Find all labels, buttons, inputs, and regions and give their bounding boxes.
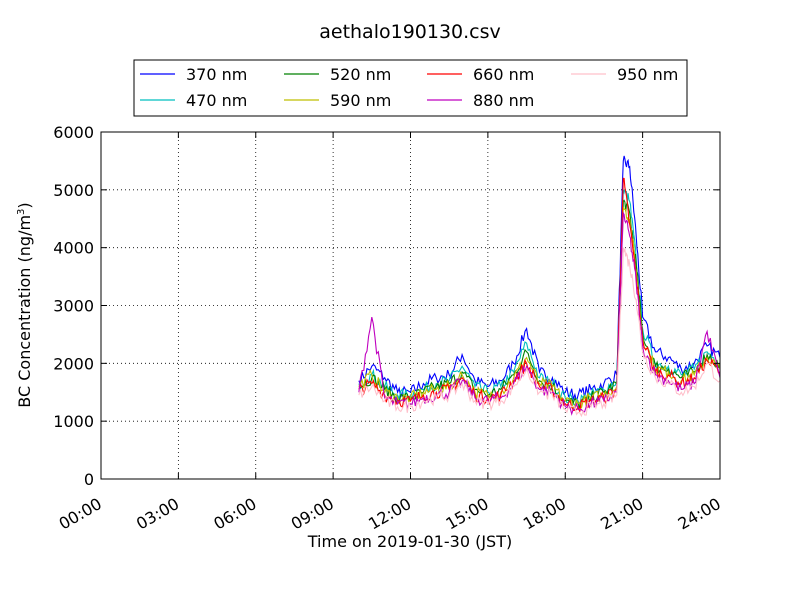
x-tick-label: 18:00 xyxy=(520,494,569,534)
y-tick-label: 4000 xyxy=(53,239,94,258)
x-axis-label: Time on 2019-01-30 (JST) xyxy=(307,532,512,551)
series-line-470-nm xyxy=(358,188,721,407)
x-tick-label: 21:00 xyxy=(597,494,646,534)
chart-title: aethalo190130.csv xyxy=(319,21,501,43)
legend-box xyxy=(133,59,688,117)
legend-label: 370 nm xyxy=(186,65,247,84)
y-tick-label: 0 xyxy=(84,470,94,489)
series-line-590-nm xyxy=(358,207,721,411)
y-tick-label: 1000 xyxy=(53,412,94,431)
legend-label: 660 nm xyxy=(473,65,534,84)
series-line-950-nm xyxy=(358,247,721,418)
x-tick-label: 03:00 xyxy=(133,494,182,534)
y-axis-label-end: ) xyxy=(15,202,34,208)
legend: 370 nm 470 nm 520 nm 590 nm 660 nm 880 nm 950 … xyxy=(133,59,688,117)
series-layer xyxy=(358,155,721,418)
y-tick-label: 3000 xyxy=(53,297,94,316)
y-tick-label: 5000 xyxy=(53,181,94,200)
x-tick-label: 12:00 xyxy=(365,494,414,534)
x-tick-label: 09:00 xyxy=(288,494,337,534)
x-tick-label: 15:00 xyxy=(442,494,491,534)
y-tick-label: 2000 xyxy=(53,354,94,373)
x-tick-label: 24:00 xyxy=(675,494,724,534)
x-tick-label: 06:00 xyxy=(210,494,259,534)
y-axis-label-sup: 3 xyxy=(16,209,27,215)
legend-label: 520 nm xyxy=(330,65,391,84)
legend-label: 470 nm xyxy=(186,91,247,110)
y-axis-label-main: BC Concentration (ng/m xyxy=(15,215,34,408)
legend-label: 880 nm xyxy=(473,91,534,110)
series-line-370-nm xyxy=(358,155,721,402)
y-tick-label: 6000 xyxy=(53,123,94,142)
legend-label: 590 nm xyxy=(330,91,391,110)
x-tick-label: 00:00 xyxy=(56,494,105,534)
legend-label: 950 nm xyxy=(617,65,678,84)
y-axis-label: BC Concentration (ng/m3) xyxy=(15,202,34,407)
grid-lines xyxy=(101,132,720,479)
series-line-880-nm xyxy=(358,210,721,416)
